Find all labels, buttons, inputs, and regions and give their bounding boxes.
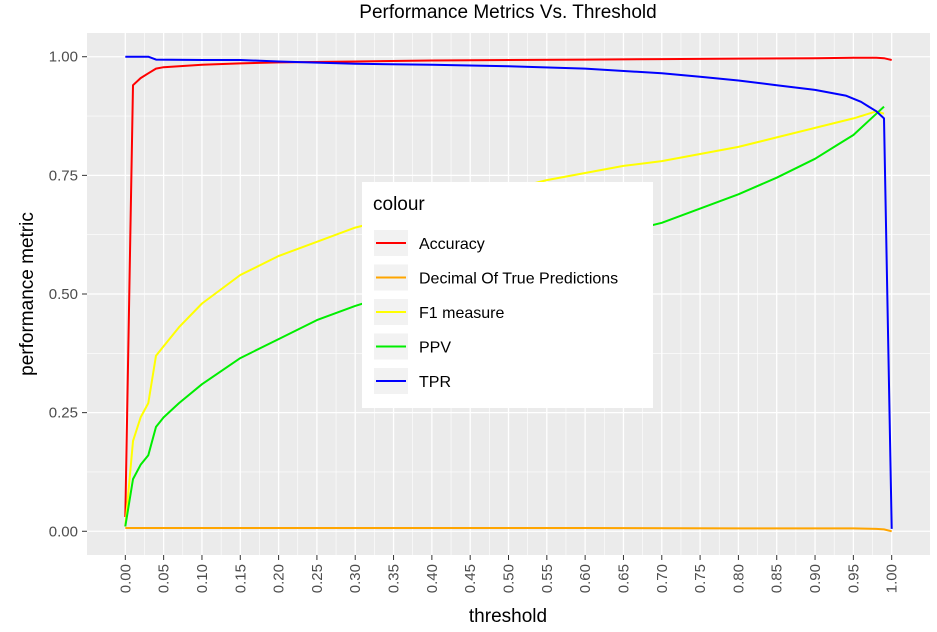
y-axis-ticks: 0.00 0.25 0.50 0.75 1.00 xyxy=(49,49,87,540)
legend-label-tpr: TPR xyxy=(419,374,451,391)
y-tick-label: 1.00 xyxy=(49,49,78,66)
x-tick-label: 0.85 xyxy=(769,564,786,593)
x-tick-label: 0.80 xyxy=(730,564,747,593)
legend-label-decimal-of-true-predictions: Decimal Of True Predictions xyxy=(419,271,618,288)
legend-label-accuracy: Accuracy xyxy=(419,236,485,253)
x-tick-label: 0.05 xyxy=(156,564,173,593)
x-tick-label: 0.95 xyxy=(845,564,862,593)
x-tick-label: 0.70 xyxy=(654,564,671,593)
y-tick-label: 0.75 xyxy=(49,167,78,184)
x-tick-label: 0.15 xyxy=(232,564,249,593)
x-tick-label: 0.30 xyxy=(347,564,364,593)
y-tick-label: 0.25 xyxy=(49,405,78,422)
x-tick-label: 0.20 xyxy=(271,564,288,593)
x-axis-title: threshold xyxy=(469,606,547,627)
legend-label-ppv: PPV xyxy=(419,340,451,357)
x-tick-label: 0.60 xyxy=(577,564,594,593)
x-tick-label: 0.10 xyxy=(194,564,211,593)
x-tick-label: 0.00 xyxy=(117,564,134,593)
x-tick-label: 0.90 xyxy=(807,564,824,593)
y-axis-title: performance metric xyxy=(17,212,38,376)
x-tick-label: 0.25 xyxy=(309,564,326,593)
x-tick-label: 0.75 xyxy=(692,564,709,593)
series-line-decimal-of-true-predictions xyxy=(125,527,892,533)
y-tick-label: 0.00 xyxy=(49,523,78,540)
x-tick-label: 0.40 xyxy=(424,564,441,593)
x-axis-ticks: 0.00 0.05 0.10 0.15 0.20 0.25 0.30 0.35 0.40 0.45… xyxy=(117,555,901,593)
legend-items: Accuracy Decimal Of True Predictions F1 me… xyxy=(374,230,618,394)
x-tick-label: 0.45 xyxy=(462,564,479,593)
x-tick-label: 1.00 xyxy=(884,564,901,593)
x-tick-label: 0.65 xyxy=(615,564,632,593)
series-line-tpr xyxy=(125,55,893,529)
legend-box xyxy=(362,182,653,408)
x-tick-label: 0.55 xyxy=(539,564,556,593)
series-line-accuracy xyxy=(124,56,892,518)
legend-label-f1-measure: F1 measure xyxy=(419,305,504,322)
x-tick-label: 0.35 xyxy=(386,564,403,593)
legend: colour Accuracy Decimal Of True Predictio… xyxy=(362,182,653,408)
legend-title: colour xyxy=(373,194,425,215)
y-tick-label: 0.50 xyxy=(49,286,78,303)
chart-title: Performance Metrics Vs. Threshold xyxy=(359,2,656,23)
x-tick-label: 0.50 xyxy=(501,564,518,593)
